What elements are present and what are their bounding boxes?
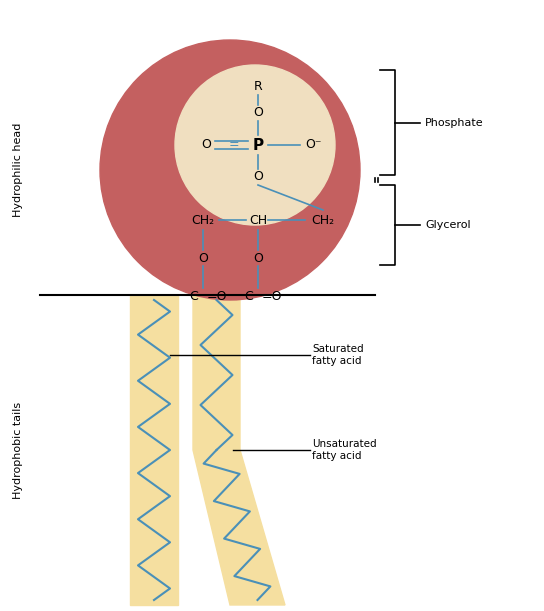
Text: P: P: [252, 137, 263, 153]
Text: O: O: [201, 139, 211, 152]
Text: O: O: [253, 252, 263, 265]
Text: C: C: [245, 290, 254, 302]
Text: Unsaturated
fatty acid: Unsaturated fatty acid: [312, 439, 376, 461]
Text: CH₂: CH₂: [191, 213, 214, 227]
Circle shape: [175, 65, 335, 225]
Text: Phosphate: Phosphate: [425, 117, 484, 128]
Text: O: O: [253, 106, 263, 120]
Text: CH₂: CH₂: [311, 213, 335, 227]
Circle shape: [100, 40, 360, 300]
Text: C: C: [190, 290, 199, 302]
Text: =O: =O: [207, 290, 227, 302]
Text: =: =: [228, 139, 239, 152]
Polygon shape: [193, 295, 285, 605]
Bar: [130, 295, 178, 605]
Text: CH: CH: [249, 213, 267, 227]
Text: =O: =O: [262, 290, 282, 302]
Text: Hydrophobic tails: Hydrophobic tails: [13, 401, 23, 499]
Text: Glycerol: Glycerol: [425, 220, 471, 230]
Text: O⁻: O⁻: [305, 139, 322, 152]
Text: Hydrophilic head: Hydrophilic head: [13, 123, 23, 217]
Text: O: O: [253, 170, 263, 183]
Text: R: R: [254, 81, 262, 93]
Text: O: O: [198, 252, 208, 265]
Text: Saturated
fatty acid: Saturated fatty acid: [312, 344, 363, 366]
